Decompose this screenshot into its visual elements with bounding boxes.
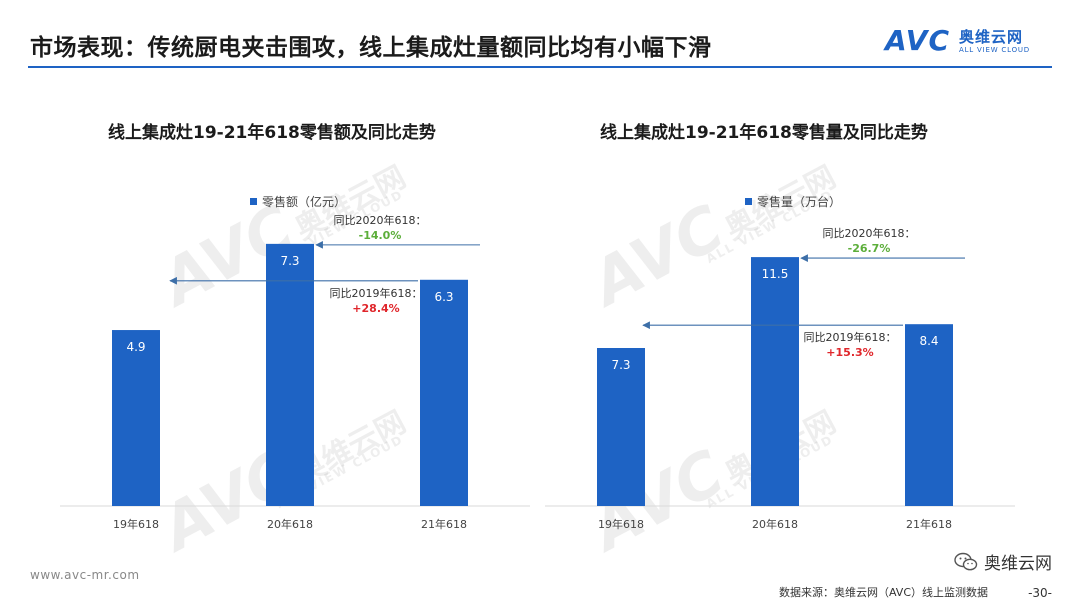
bar xyxy=(905,324,953,506)
legend-label: 零售额（亿元） xyxy=(262,194,346,209)
legend-label: 零售量（万台） xyxy=(757,194,841,209)
yoy-2020-value: -14.0% xyxy=(359,229,402,242)
yoy-2019-value: +15.3% xyxy=(826,346,873,359)
legend-swatch xyxy=(745,198,752,205)
data-label: 11.5 xyxy=(762,267,789,281)
data-label: 8.4 xyxy=(919,334,938,348)
legend-swatch xyxy=(250,198,257,205)
yoy-2019-value: +28.4% xyxy=(352,302,399,315)
yoy-2020-value: -26.7% xyxy=(848,242,891,255)
footer-url: www.avc-mr.com xyxy=(30,568,140,582)
page-number: -30- xyxy=(1028,586,1052,600)
bar xyxy=(751,257,799,506)
wechat-account: 奥维云网 xyxy=(954,549,1052,574)
x-tick-label: 20年618 xyxy=(267,517,313,531)
x-tick-label: 19年618 xyxy=(598,517,644,531)
wechat-icon xyxy=(954,552,978,570)
header-rule xyxy=(28,66,1052,68)
bar xyxy=(266,243,314,506)
logo-en-text: ALL VIEW CLOUD xyxy=(959,46,1030,54)
bar xyxy=(420,279,468,506)
x-tick-label: 21年618 xyxy=(906,517,952,531)
bar xyxy=(597,348,645,506)
page-header-title: 市场表现：传统厨电夹击围攻，线上集成灶量额同比均有小幅下滑 xyxy=(30,35,712,61)
yoy-2020-label: 同比2020年618： xyxy=(823,226,916,240)
data-label: 7.3 xyxy=(611,358,630,372)
chart-retail-amount: 4.9 19年618 7.3 20年618 6.3 21年618 零售额（亿元） 同比2020… xyxy=(60,194,530,531)
wechat-name: 奥维云网 xyxy=(984,554,1052,574)
data-label: 7.3 xyxy=(280,254,299,268)
data-label: 6.3 xyxy=(434,290,453,304)
avc-logo: AVC 奥维云网 ALL VIEW CLOUD xyxy=(885,24,1050,60)
x-tick-label: 19年618 xyxy=(113,517,159,531)
chart-retail-volume: 7.3 19年618 11.5 20年618 8.4 21年618 零售量（万台） 同比202… xyxy=(545,194,1015,531)
x-tick-label: 21年618 xyxy=(421,517,467,531)
x-tick-label: 20年618 xyxy=(752,517,798,531)
chart-title-retail-volume: 线上集成灶19-21年618零售量及同比走势 xyxy=(600,123,928,143)
yoy-2019-label: 同比2019年618： xyxy=(330,286,423,300)
yoy-2020-label: 同比2020年618： xyxy=(334,213,427,227)
bar xyxy=(112,330,160,506)
data-source: 数据来源：奥维云网（AVC）线上监测数据 xyxy=(778,586,988,599)
data-label: 4.9 xyxy=(126,340,145,354)
logo-avc-text: AVC xyxy=(885,24,950,57)
logo-cn-text: 奥维云网 xyxy=(959,28,1024,46)
chart-title-retail-amount: 线上集成灶19-21年618零售额及同比走势 xyxy=(108,123,436,143)
yoy-2019-label: 同比2019年618： xyxy=(804,330,897,344)
